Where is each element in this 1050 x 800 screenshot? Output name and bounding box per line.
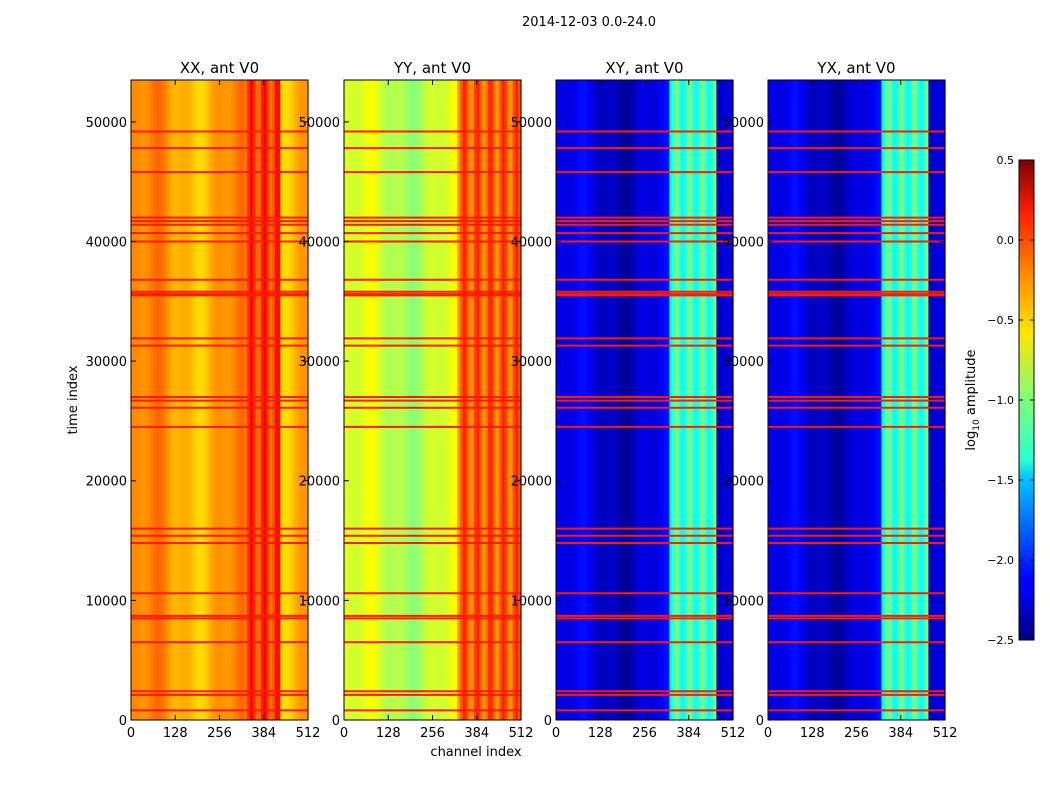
colorbar-tick-label: −2.5 <box>987 634 1014 647</box>
colorbar-tick-label: −1.0 <box>987 394 1014 407</box>
y-axis-label: time index <box>66 365 81 434</box>
y-tick-label: 30000 <box>86 355 127 370</box>
x-tick-label: 512 <box>296 726 321 741</box>
panel-1: YY, ant V0 0 128 256 384 512 0 10000 20000 30000 4… <box>299 59 534 741</box>
x-tick-label: 512 <box>721 726 746 741</box>
y-tick-label: 40000 <box>86 235 127 250</box>
y-tick-label: 10000 <box>511 594 552 609</box>
x-tick-label: 0 <box>764 726 772 741</box>
y-tick-label: 40000 <box>511 235 552 250</box>
panel-title: YX, ant V0 <box>816 59 895 77</box>
x-tick-label: 0 <box>127 726 135 741</box>
figure-suptitle: 2014-12-03 0.0-24.0 <box>522 15 656 30</box>
y-tick-label: 0 <box>332 714 340 729</box>
x-tick-label: 512 <box>509 726 534 741</box>
panel-3: YX, ant V0 0 128 256 384 512 0 10000 20000 30000 4… <box>723 59 958 741</box>
x-tick-label: 128 <box>800 726 825 741</box>
y-tick-label: 0 <box>756 714 764 729</box>
x-tick-label: 256 <box>420 726 445 741</box>
y-tick-label: 20000 <box>86 475 127 490</box>
x-tick-label: 0 <box>340 726 348 741</box>
panel-0: XX, ant V0 0 128 256 384 512 0 10000 20000 30000 4… <box>86 59 321 741</box>
x-tick-label: 128 <box>163 726 188 741</box>
x-tick-label: 128 <box>376 726 401 741</box>
x-tick-label: 384 <box>888 726 913 741</box>
y-tick-label: 10000 <box>299 594 340 609</box>
colorbar: 0.5 0.0 −0.5 −1.0 −1.5 −2.0 −2.5 log10 amplitu… <box>964 154 1035 647</box>
y-tick-label: 40000 <box>723 235 764 250</box>
colorbar-tick-label: −1.5 <box>987 474 1014 487</box>
y-tick-label: 50000 <box>723 116 764 131</box>
colorbar-label: log10 amplitude <box>964 349 982 450</box>
panel-title: YY, ant V0 <box>393 59 471 77</box>
y-tick-label: 20000 <box>723 475 764 490</box>
x-tick-label: 384 <box>676 726 701 741</box>
colorbar-tick-label: −0.5 <box>987 314 1014 327</box>
y-tick-label: 10000 <box>723 594 764 609</box>
y-tick-label: 30000 <box>299 355 340 370</box>
y-tick-label: 10000 <box>86 594 127 609</box>
y-tick-label: 20000 <box>511 475 552 490</box>
y-tick-label: 30000 <box>723 355 764 370</box>
y-tick-label: 50000 <box>299 116 340 131</box>
y-tick-label: 50000 <box>86 116 127 131</box>
y-tick-label: 0 <box>119 714 127 729</box>
colorbar-tick-label: 0.0 <box>997 234 1015 247</box>
x-tick-label: 384 <box>251 726 276 741</box>
colorbar-tick-label: −2.0 <box>987 554 1014 567</box>
x-tick-label: 256 <box>207 726 232 741</box>
y-tick-label: 0 <box>544 714 552 729</box>
colorbar-tick-label: 0.5 <box>997 154 1015 167</box>
y-tick-label: 20000 <box>299 475 340 490</box>
y-tick-label: 40000 <box>299 235 340 250</box>
x-tick-label: 384 <box>464 726 489 741</box>
x-tick-label: 512 <box>933 726 958 741</box>
panel-2: XY, ant V0 0 128 256 384 512 0 10000 20000 30000 4… <box>511 59 746 741</box>
x-tick-label: 256 <box>844 726 869 741</box>
x-axis-label: channel index <box>430 745 521 760</box>
x-tick-label: 256 <box>632 726 657 741</box>
panel-title: XY, ant V0 <box>605 59 683 77</box>
y-tick-label: 50000 <box>511 116 552 131</box>
panel-title: XX, ant V0 <box>180 59 259 77</box>
x-tick-label: 0 <box>552 726 560 741</box>
y-tick-label: 30000 <box>511 355 552 370</box>
x-tick-label: 128 <box>588 726 613 741</box>
